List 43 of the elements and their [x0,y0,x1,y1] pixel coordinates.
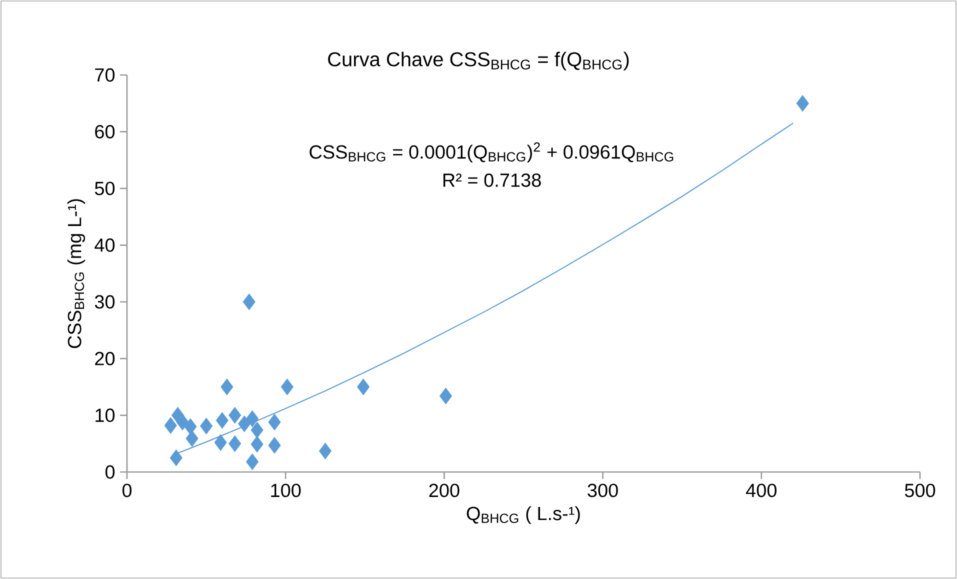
point [220,378,234,396]
y-tick-label: 50 [94,182,115,196]
point [184,418,197,435]
x-tick-label: 100 [271,484,301,498]
point [186,430,198,447]
point [268,414,281,430]
y-tick-label: 40 [94,238,115,252]
x-axis-title: Q$_{BHCG}$ ( L.s-¹) [466,506,580,524]
point [216,412,228,429]
x-tick-label: 400 [746,484,777,498]
y-tick-label: 60 [95,124,115,138]
point [214,434,227,451]
point [176,414,189,430]
point [318,442,332,460]
y-tick-label: 0 [105,465,115,479]
point [228,407,242,424]
point [246,410,259,427]
annotation: CSS$_{BHCG}$ = 0.0001(Q$_{BHCG}$)$^{2}$ + 0.0961Q$_{BHCG}$ [310,142,674,163]
point [440,388,452,404]
x-tick-label: 500 [904,484,936,498]
x-tick-label: 200 [429,484,460,498]
point [246,454,259,470]
y-tick-label: 10 [96,408,115,422]
x-tick-label: 0 [122,484,132,498]
point [250,422,264,438]
y-tick-label: 30 [94,295,115,309]
point [357,378,370,396]
point [280,378,294,396]
chart-title: Curva Chave CSS$_{BHCG}$ = f(Q$_{BHCG}$) [328,52,629,70]
point [238,416,251,432]
y-tick-label: 70 [95,68,115,82]
y-tick-label: 20 [95,352,115,366]
point [268,437,281,454]
point [242,294,256,310]
y-axis-title: CSS$_{BHCG}$ (mg L-¹) [67,199,86,348]
point [796,95,809,112]
point [164,417,177,434]
annotation: R² = 0.7138 [443,173,541,187]
point [250,436,264,452]
point [228,435,242,452]
point [170,450,182,466]
x-tick-label: 300 [588,484,618,498]
point [200,418,213,434]
